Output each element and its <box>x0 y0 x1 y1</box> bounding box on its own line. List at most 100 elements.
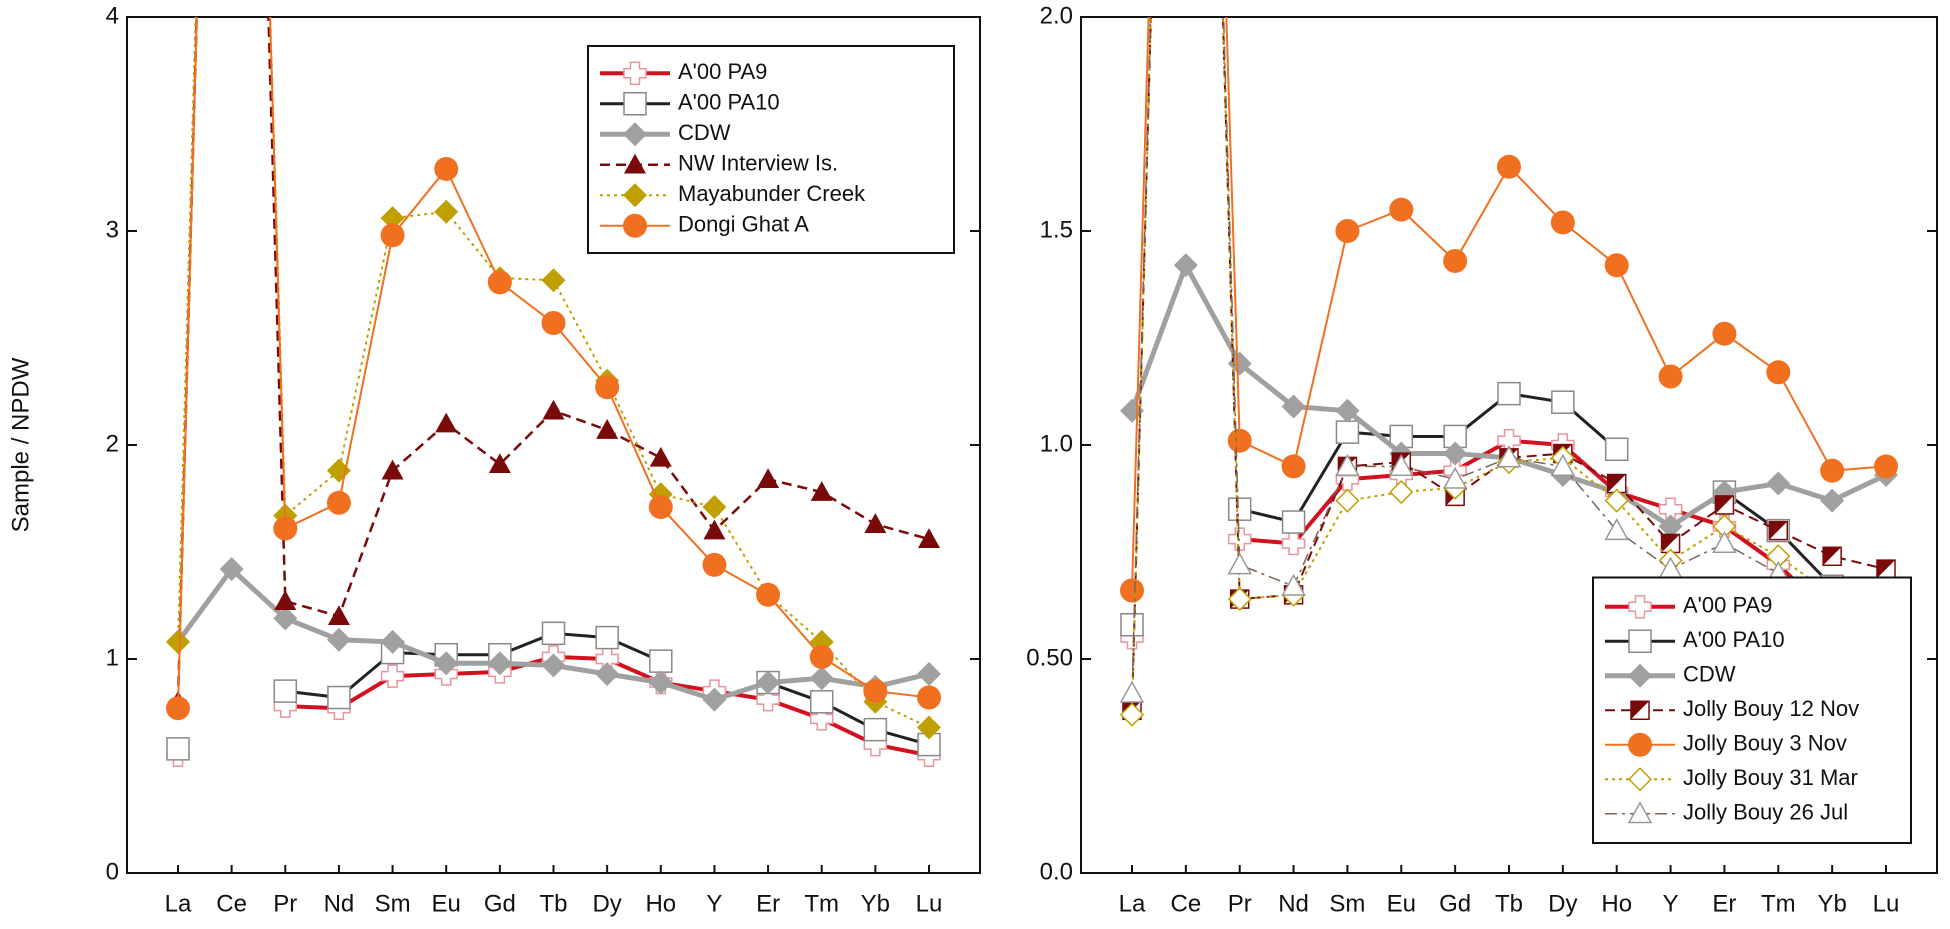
x-tick-label: Tm <box>1761 890 1796 917</box>
marker <box>1227 552 1252 575</box>
marker <box>756 670 781 695</box>
marker <box>1712 321 1737 346</box>
x-tick-label: Ce <box>1171 890 1202 917</box>
marker <box>864 513 887 533</box>
legend-marker <box>623 92 647 116</box>
marker <box>1712 530 1737 553</box>
marker <box>863 717 888 742</box>
marker <box>542 399 565 420</box>
x-tick-label: Eu <box>1387 890 1416 917</box>
marker <box>488 453 511 474</box>
marker <box>1389 480 1414 505</box>
marker <box>487 651 512 676</box>
marker <box>1660 533 1681 554</box>
x-tick-label: Lu <box>916 890 943 917</box>
marker-fill <box>1715 495 1734 514</box>
marker <box>1173 253 1198 278</box>
marker <box>1497 381 1521 406</box>
marker <box>326 490 351 515</box>
marker <box>703 519 726 540</box>
marker <box>541 653 566 678</box>
plot-area <box>166 17 941 768</box>
marker <box>809 666 834 691</box>
marker <box>702 495 727 520</box>
marker <box>1442 466 1468 489</box>
marker <box>809 690 834 714</box>
marker <box>1119 680 1145 703</box>
marker <box>756 582 781 607</box>
x-tick-label: Tm <box>804 890 839 917</box>
x-tick-label: Yb <box>861 890 890 917</box>
marker <box>1768 520 1789 541</box>
marker <box>1820 458 1845 483</box>
x-tick-label: Dy <box>1548 890 1577 917</box>
marker <box>380 223 405 248</box>
x-tick-label: Ho <box>645 890 676 917</box>
marker-fill <box>1607 474 1626 493</box>
x-tick-label: Tb <box>539 890 567 917</box>
x-tick-label: Sm <box>375 890 411 917</box>
legend-label: CDW <box>1683 662 1736 687</box>
marker <box>595 661 620 686</box>
marker <box>273 679 298 703</box>
marker <box>1227 497 1252 521</box>
marker <box>1604 253 1629 278</box>
marker <box>596 419 619 439</box>
legend: A'00 PA9 A'00 PA10 CDW Jolly Bouy 12 Nov Jol… <box>1592 576 1912 844</box>
marker <box>649 649 673 673</box>
legend-label: Jolly Bouy 12 Nov <box>1683 696 1859 721</box>
x-tick-label: Gd <box>1439 890 1471 917</box>
legend-box <box>587 45 955 254</box>
x-tick-label: Gd <box>484 890 516 917</box>
legend-label: CDW <box>678 120 731 145</box>
marker-fill <box>1769 521 1788 540</box>
legend-label: A'00 PA10 <box>678 90 780 115</box>
y-tick-label: 0.0 <box>1040 858 1073 885</box>
x-tick-label: Y <box>706 890 722 917</box>
legend-label: NW Interview Is. <box>678 151 838 176</box>
legend-marker <box>623 122 647 147</box>
legend-marker <box>623 213 647 238</box>
y-tick-label: 2.0 <box>1040 2 1073 29</box>
marker <box>595 375 620 400</box>
x-tick-label: Nd <box>1278 890 1309 917</box>
marker <box>1604 488 1629 513</box>
x-tick-label: Y <box>1663 890 1679 917</box>
legend-marker <box>624 153 646 174</box>
marker <box>1876 559 1896 579</box>
marker <box>541 311 566 336</box>
x-tick-label: Nd <box>324 890 355 917</box>
marker <box>327 605 350 625</box>
legend-marker <box>1630 700 1650 720</box>
marker <box>434 199 459 224</box>
marker <box>648 495 673 520</box>
marker <box>1443 248 1468 273</box>
marker <box>1389 197 1414 222</box>
marker <box>1281 573 1306 596</box>
marker <box>434 156 459 181</box>
marker <box>649 446 672 467</box>
marker <box>274 590 297 611</box>
marker <box>756 687 780 712</box>
marker <box>326 627 351 652</box>
marker <box>1604 437 1629 462</box>
marker <box>1335 420 1360 444</box>
marker <box>863 679 888 704</box>
marker <box>1606 473 1627 494</box>
x-tick-label: Pr <box>1228 890 1252 917</box>
legend: A'00 PA9 A'00 PA10 CDW NW Interview Is. Maya… <box>587 45 955 254</box>
marker <box>809 707 834 731</box>
marker <box>1119 702 1145 727</box>
legend-marker <box>623 183 647 208</box>
marker <box>1658 514 1683 539</box>
marker-fill <box>1823 547 1842 566</box>
marker <box>380 664 405 688</box>
legend-label: Jolly Bouy 31 Mar <box>1683 765 1858 790</box>
x-tick-label: Eu <box>432 890 461 917</box>
marker <box>810 481 833 501</box>
legend-marker <box>1628 732 1652 757</box>
x-tick-label: Ho <box>1601 890 1632 917</box>
legend-label: Jolly Bouy 26 Jul <box>1683 800 1848 825</box>
marker <box>917 715 941 740</box>
x-tick-label: Sm <box>1329 890 1365 917</box>
